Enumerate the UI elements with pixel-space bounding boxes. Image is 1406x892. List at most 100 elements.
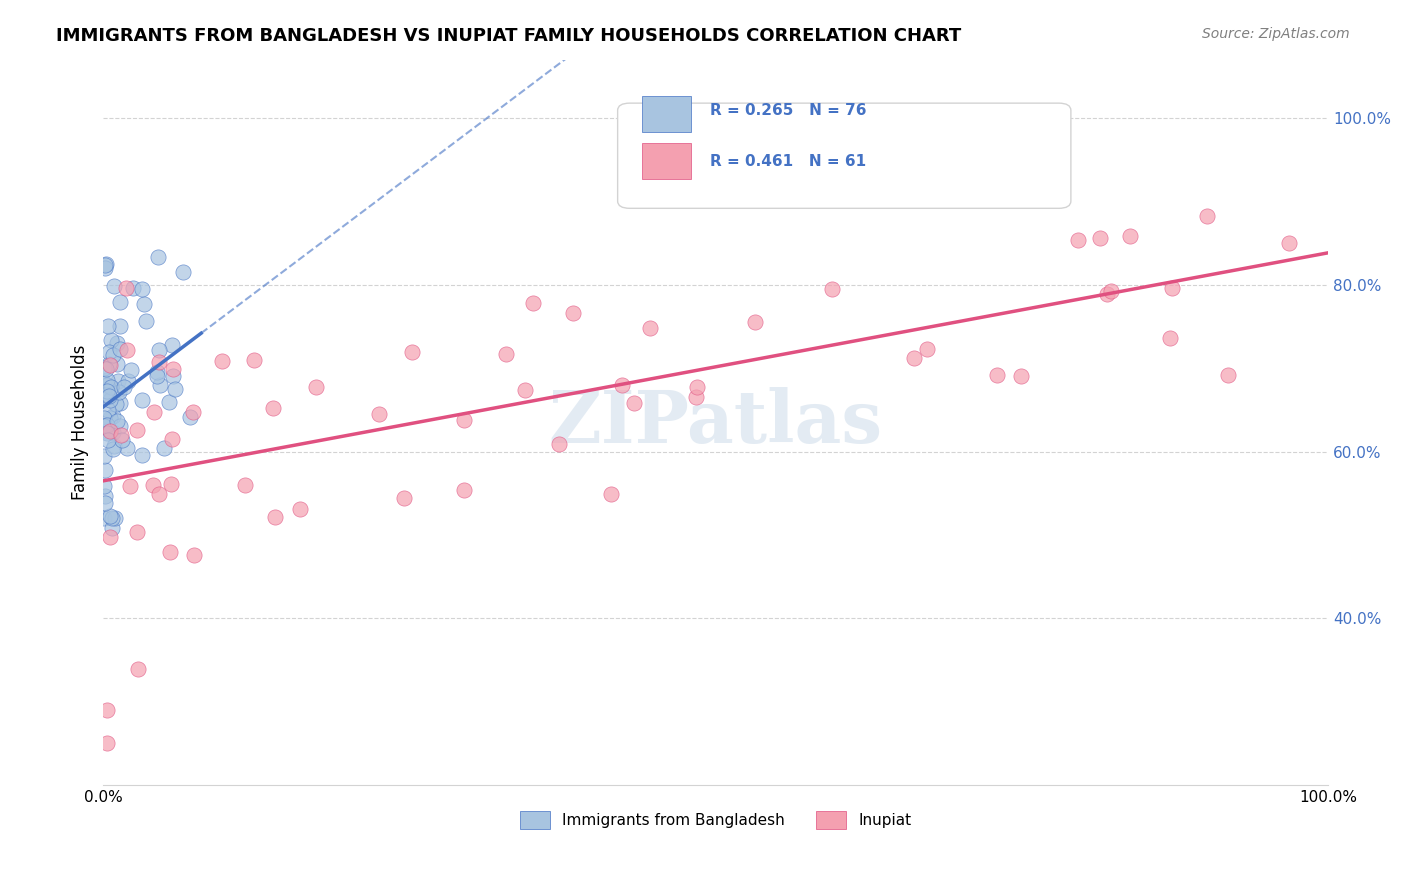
Point [495,346,517,360]
Point [108,385,131,400]
Point [453,483,475,497]
Point [172,265,194,279]
Point [685,390,707,404]
Point [98,380,121,394]
Point [101,425,124,439]
Point [93,449,115,463]
Point [118,479,141,493]
Point [392,491,415,505]
Point [1216,368,1239,382]
Point [263,510,285,524]
Point [101,521,124,535]
Point [305,380,328,394]
Point [96,384,118,399]
Point [243,352,266,367]
Point [111,433,134,447]
Point [98,392,121,407]
Point [105,335,128,350]
Point [148,487,170,501]
Point [101,409,124,423]
Point [157,395,180,409]
Point [115,441,138,455]
Point [127,662,149,676]
Point [179,410,201,425]
Point [98,359,121,373]
Point [93,361,115,376]
Point [148,377,170,392]
Y-axis label: Family Households: Family Households [72,344,89,500]
Point [1010,369,1032,384]
Point [110,342,132,356]
Point [93,419,115,434]
Point [108,319,131,334]
Bar [643,95,692,132]
Point [162,337,184,351]
Point [401,345,423,359]
Point [94,257,117,271]
Point [98,530,121,544]
Point [127,424,149,438]
FancyBboxPatch shape [617,103,1071,209]
Point [97,403,120,417]
Point [105,414,128,428]
Point [110,294,132,309]
Point [159,545,181,559]
Point [148,343,170,357]
Point [112,380,135,394]
Bar [643,143,692,179]
Point [1159,331,1181,345]
Point [600,487,623,501]
Point [97,318,120,333]
Point [1088,231,1111,245]
Point [96,377,118,392]
Point [1160,281,1182,295]
Point [1095,287,1118,301]
Point [134,297,156,311]
Point [96,426,118,441]
Point [108,419,131,434]
Text: R = 0.265   N = 76: R = 0.265 N = 76 [710,103,866,118]
Legend: Immigrants from Bangladesh, Inupiat: Immigrants from Bangladesh, Inupiat [513,805,918,836]
Point [453,413,475,427]
Point [94,496,117,510]
Point [93,479,115,493]
Point [162,361,184,376]
Point [744,315,766,329]
Point [146,369,169,384]
Point [612,378,634,392]
Point [104,511,127,525]
Point [103,439,125,453]
Point [93,387,115,401]
Point [96,418,118,433]
Point [148,355,170,369]
Point [135,314,157,328]
Point [93,376,115,390]
Point [152,442,174,456]
Point [93,410,115,425]
Point [98,509,121,524]
Point [120,363,142,377]
Point [131,393,153,408]
Text: Source: ZipAtlas.com: Source: ZipAtlas.com [1202,27,1350,41]
Point [145,365,167,379]
Point [96,736,118,750]
Point [122,280,145,294]
Point [97,345,120,359]
Point [131,282,153,296]
Point [101,442,124,457]
Point [368,407,391,421]
Point [262,401,284,415]
Point [103,348,125,362]
Text: IMMIGRANTS FROM BANGLADESH VS INUPIAT FAMILY HOUSEHOLDS CORRELATION CHART: IMMIGRANTS FROM BANGLADESH VS INUPIAT FA… [56,27,962,45]
Point [100,333,122,347]
Point [233,477,256,491]
Point [290,501,312,516]
Point [160,476,183,491]
Point [103,279,125,293]
Point [562,306,585,320]
Point [94,260,117,275]
Point [1067,233,1090,247]
Point [162,432,184,446]
Point [94,362,117,376]
Point [623,396,645,410]
